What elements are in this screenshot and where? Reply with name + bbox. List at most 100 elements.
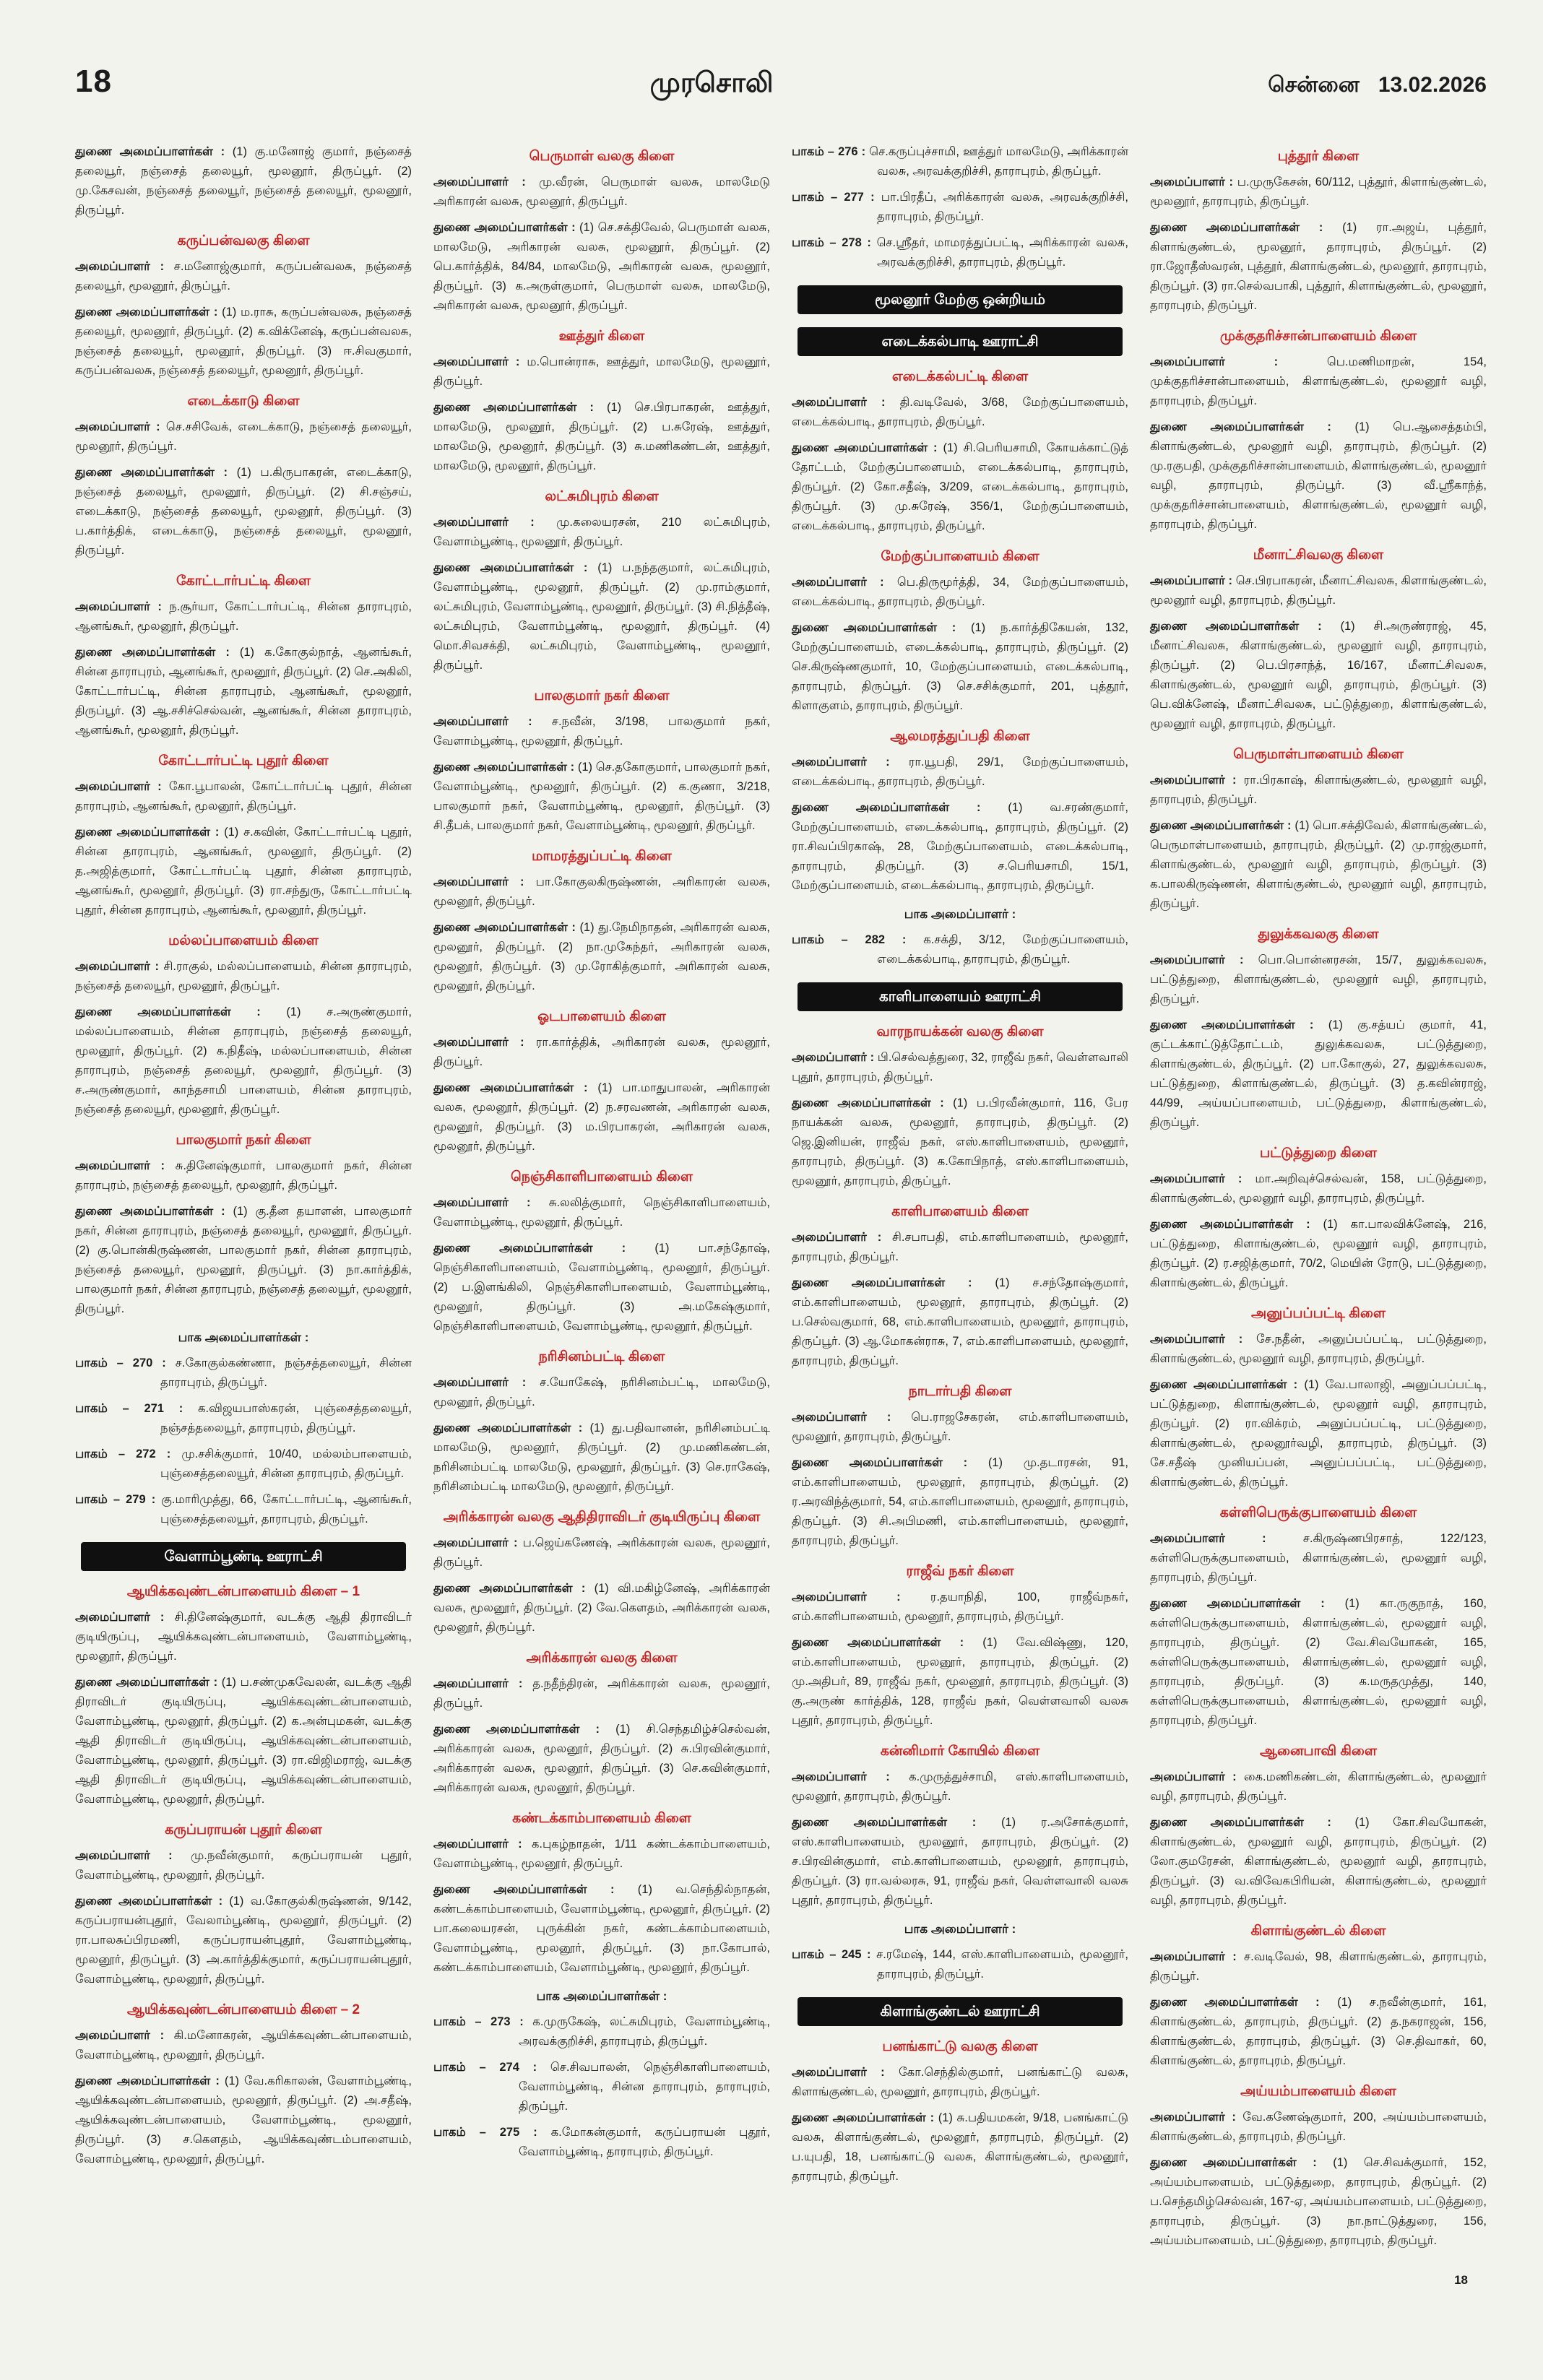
page-number-top: 18 — [75, 64, 112, 99]
organizer-paragraph: துணை அமைப்பாளர்கள் : (1) ச.அருண்குமார், … — [75, 1003, 412, 1120]
organizer-paragraph: துணை அமைப்பாளர்கள் : (1) ம.ராசு, கருப்பன… — [75, 303, 412, 381]
organizer-paragraph: அமைப்பாளர் : ரா.கார்த்திக், அரிகாரன் வலச… — [433, 1033, 770, 1072]
organizer-paragraph: துணை அமைப்பாளர்கள் : (1) பொ.சக்திவேல், க… — [1150, 816, 1487, 914]
part-entry-lead: பாகம் – 270 : — [75, 1356, 176, 1369]
organizer-paragraph-lead: துணை அமைப்பாளர்கள் : — [75, 2074, 225, 2087]
organizer-paragraph: அமைப்பாளர் : ச.கிருஷ்ணபிரசாத், 122/123, … — [1150, 1529, 1487, 1588]
organizer-paragraph-text: (1) சி.செந்தமிழ்ச்செல்வன், அரிக்காரன் வல… — [433, 1723, 770, 1794]
organizer-paragraph-lead: அமைப்பாளர் : — [1150, 1770, 1244, 1783]
organizer-paragraph-lead: துணை அமைப்பாளர்கள் : — [75, 1676, 222, 1689]
organizer-paragraph-lead: துணை அமைப்பாளர்கள் : — [75, 306, 222, 319]
news-column-3: பாகம் – 276 : செ.கருப்புச்சாமி, ஊத்துர் … — [792, 136, 1128, 2257]
edition-date: சென்னை 13.02.2026 — [1268, 73, 1487, 100]
part-entry: பாகம் – 276 : செ.கருப்புச்சாமி, ஊத்துர் … — [792, 142, 1128, 181]
branch-heading: ஆனைபாவி கிளை — [1259, 1744, 1378, 1759]
organizer-paragraph-text: (1) சி.அருண்ராஜ், 45, மீனாட்சிவலசு, கிளா… — [1150, 620, 1487, 730]
organizer-paragraph-text: பி.செல்வத்துரை, 32, ராஜீவ் நகர், வெள்ளவா… — [792, 1051, 1128, 1083]
organizer-paragraph-lead: அமைப்பாளர் : — [1150, 574, 1236, 587]
organizer-paragraph-text: கோ.பூபாலன், கோட்டார்பட்டி புதூர், சின்ன … — [75, 780, 412, 813]
organizer-paragraph-lead: துணை அமைப்பாளர்கள் : — [1150, 1378, 1305, 1391]
organizer-paragraph-lead: துணை அமைப்பாளர்கள் : — [433, 221, 579, 234]
branch-heading: ஆயிக்கவுண்டன்பாளையம் கிளை – 1 — [126, 1584, 360, 1599]
organizer-paragraph-text: (1) ச.அருண்குமார், மல்லப்பாளையம், சின்ன … — [75, 1005, 412, 1116]
organizer-paragraph-lead: அமைப்பாளர் : — [1150, 355, 1327, 368]
organizer-paragraph-text: மு.நவீன்குமார், கருப்பராயன் புதூர், வேளா… — [75, 1849, 412, 1882]
organizer-paragraph-text: (1) செ.பிரபாகரன், ஊத்துர், மாலமேடு, மூலன… — [433, 401, 770, 472]
branch-heading: பாலகுமார் நகர் கிளை — [176, 1133, 311, 1148]
organizer-paragraph-text: (1) வ.சரண்குமார், மேற்குப்பாளையம், எடைக்… — [792, 801, 1129, 892]
organizer-paragraph-text: (1) வே.கரிகாலன், வேளாம்பூண்டி, ஆயிக்கவுண… — [75, 2074, 412, 2165]
union-panchayat-banner: கிளாங்குண்டல் ஊராட்சி — [797, 1997, 1123, 2026]
part-entry-text: க.விஜயபாஸ்கரன், புஞ்சைத்தலையூர், நஞ்சத்த… — [160, 1402, 412, 1435]
organizer-paragraph-text: ச.வடிவேல், 98, கிளாங்குண்டல், தாராபுரம்,… — [1150, 1950, 1487, 1983]
organizer-paragraph: துணை அமைப்பாளர்கள் : (1) செ.பிரபாகரன், ஊ… — [433, 398, 770, 476]
organizer-paragraph-text: செ.சசிவேக், எடைக்காடு, நஞ்சைத் தலையூர், … — [75, 420, 412, 453]
organizer-paragraph: அமைப்பாளர் : சி.ராகுல், மல்லப்பாளையம், ச… — [75, 957, 412, 996]
organizer-paragraph-text: (1) ப.கிருபாகரன், எடைக்காடு, நஞ்சைத் தலை… — [75, 466, 412, 557]
branch-heading: முக்குதரிச்சான்பாளையம் கிளை — [1219, 329, 1417, 344]
organizer-paragraph-lead: அமைப்பாளர் : — [75, 1611, 175, 1624]
part-entry: பாகம் – 272 : மு.சசிக்குமார், 10/40, மல்… — [75, 1445, 412, 1484]
organizer-paragraph-text: (1) ப.நந்தகுமார், லட்சுமிபுரம், வேளாம்பூ… — [433, 561, 770, 672]
organizer-paragraph-text: (1) க.கோகுல்நாத், ஆனங்கூர், சின்ன தாராபு… — [75, 646, 412, 737]
organizer-paragraph-lead: அமைப்பாளர் : — [433, 1376, 540, 1389]
organizer-paragraph-lead: அமைப்பாளர் : — [792, 1411, 912, 1424]
organizer-paragraph: அமைப்பாளர் : கோ.செந்தில்குமார், பனங்காட்… — [792, 2063, 1128, 2102]
organizer-paragraph: துணை அமைப்பாளர்கள் : (1) து.பதிவானன், நர… — [433, 1419, 770, 1497]
organizer-paragraph-lead: துணை அமைப்பாளர்கள் : — [792, 621, 971, 634]
organizer-paragraph-text: த.நதீந்திரன், அரிக்காரன் வலசு, மூலனூர், … — [433, 1677, 771, 1710]
branch-heading: கண்டக்காம்பாளையம் கிளை — [512, 1811, 691, 1826]
organizer-paragraph-lead: அமைப்பாளர் : — [75, 600, 170, 613]
organizer-paragraph: துணை அமைப்பாளர்கள் : (1) கு.சத்யப் குமார… — [1150, 1016, 1487, 1133]
organizer-paragraph-lead: துணை அமைப்பாளர்கள் : — [792, 1276, 995, 1289]
part-entry-lead: பாகம் – 275 : — [433, 2126, 551, 2139]
branch-heading: கோட்டார்பட்டி புதூர் கிளை — [158, 753, 329, 769]
part-entry-text: க.முருகேஷ், லட்சுமிபுரம், வேளாம்பூண்டி, … — [519, 2015, 770, 2048]
branch-heading: கிளாங்குண்டல் கிளை — [1250, 1924, 1386, 1939]
organizer-paragraph: அமைப்பாளர் : பெ.திருமூர்த்தி, 34, மேற்கு… — [792, 573, 1128, 612]
organizer-paragraph-text: (1) சி.பெரியசாமி, கோயக்காட்டுத் தோட்டம்,… — [792, 441, 1128, 532]
branch-heading: அனுப்பப்பட்டி கிளை — [1251, 1306, 1386, 1321]
organizer-paragraph-text: (1) கு.தீன தயாளன், பாலகுமார் நகர், சின்ன… — [75, 1205, 412, 1315]
organizer-paragraph-lead: துணை அமைப்பாளர்கள் : — [433, 921, 580, 934]
part-entry-lead: பாகம் – 274 : — [433, 2061, 550, 2074]
organizer-paragraph-text: (1) வே.விஷ்ணு, 120, எம்.காளிபாளையம், மூல… — [792, 1636, 1128, 1727]
organizer-paragraph-text: (1) கோ.சிவயோகன், கிளாங்குண்டல், மூலனூர் … — [1150, 1816, 1487, 1907]
branch-heading: புத்தூர் கிளை — [1277, 149, 1360, 164]
organizer-paragraph-lead: அமைப்பாளர் : — [433, 355, 527, 368]
branch-heading: ஆலமரத்துப்பதி கிளை — [890, 729, 1030, 744]
organizer-paragraph: துணை அமைப்பாளர்கள் : (1) து.நேமிநாதன், அ… — [433, 918, 770, 996]
organizer-paragraph-lead: துணை அமைப்பாளர்கள் : — [1150, 221, 1343, 234]
branch-heading: நெஞ்சிகாளிபாளையம் கிளை — [510, 1169, 693, 1185]
part-entry-text: க.சக்தி, 3/12, மேற்குப்பாளையம், எடைக்கல்… — [877, 933, 1128, 966]
organizer-paragraph: அமைப்பாளர் : க.புகழ்நாதன், 1/11 கண்டக்கா… — [433, 1835, 770, 1874]
branch-heading: அய்யம்பாளையம் கிளை — [1240, 2084, 1396, 2099]
organizer-paragraph: அமைப்பாளர் : த.நதீந்திரன், அரிக்காரன் வல… — [433, 1674, 770, 1713]
article-columns: துணை அமைப்பாளர்கள் : (1) கு.மனோஜ் குமார்… — [75, 136, 1487, 2257]
organizer-paragraph: துணை அமைப்பாளர்கள் : (1) ச.கவின், கோட்டா… — [75, 823, 412, 920]
organizer-paragraph-text: பா.கோகுலகிருஷ்ணன், அரிகாரன் வலசு, மூலனூர… — [433, 875, 770, 908]
organizer-paragraph-lead: அமைப்பாளர் : — [792, 756, 909, 769]
page-header: 18 முரசொலி சென்னை 13.02.2026 — [75, 64, 1487, 103]
organizer-paragraph-text: (1) கு.மனோஜ் குமார், நஞ்சைத் தலையூர், நஞ… — [75, 145, 412, 217]
organizer-paragraph-lead: அமைப்பாளர் : — [1150, 1172, 1255, 1185]
part-entry: பாகம் – 279 : கு.மாரிமுத்து, 66, கோட்டார… — [75, 1490, 412, 1529]
organizer-paragraph: துணை அமைப்பாளர்கள் : (1) ரா.அஜய், புத்தூ… — [1150, 218, 1487, 316]
branch-heading: மேற்குப்பாளையம் கிளை — [881, 549, 1040, 564]
organizer-paragraph-lead: துணை அமைப்பாளர்கள் : — [433, 561, 598, 574]
organizer-paragraph-text: (1) பா.மாதுபாலன், அரிகாரன் வலசு, மூலனூர்… — [433, 1081, 770, 1153]
organizer-paragraph-lead: துணை அமைப்பாளர்கள் : — [433, 1081, 598, 1094]
organizer-paragraph: துணை அமைப்பாளர்கள் : (1) கு.தீன தயாளன், … — [75, 1202, 412, 1319]
organizer-paragraph-lead: துணை அமைப்பாளர்கள் : — [1150, 1018, 1328, 1031]
branch-heading: ராஜீவ் நகர் கிளை — [906, 1564, 1014, 1579]
branch-heading: ஆயிக்கவுண்டன்பாளையம் கிளை – 2 — [126, 2002, 360, 2017]
organizer-paragraph-text: ம.பொன்ராசு, ஊத்துர், மாலமேடு, மூலனூர், த… — [433, 355, 771, 388]
branch-heading: கள்ளிபெருக்குபாளையம் கிளை — [1219, 1505, 1417, 1520]
branch-heading: மல்லப்பாளையம் கிளை — [168, 933, 319, 948]
organizer-paragraph: துணை அமைப்பாளர்கள் : (1) செ.தகோகுமார், ப… — [433, 758, 770, 836]
organizer-paragraph-text: (1) பா.சந்தோஷ், நெஞ்சிகாளிபாளையம், வேளாம… — [433, 1242, 770, 1333]
part-organizers-label: பாக அமைப்பாளர் : — [904, 907, 1016, 921]
organizer-paragraph-text: ரா.கார்த்திக், அரிகாரன் வலசு, மூலனூர், த… — [433, 1036, 770, 1068]
organizer-paragraph-lead: அமைப்பாளர் : — [433, 715, 552, 728]
organizer-paragraph-lead: அமைப்பாளர் : — [1150, 2111, 1243, 2124]
